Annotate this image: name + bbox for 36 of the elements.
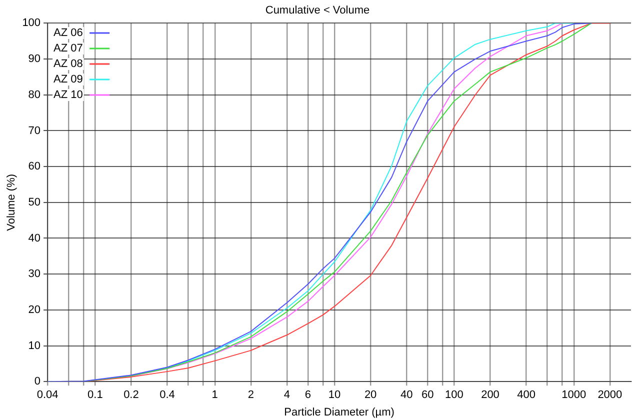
y-tick-label: 0	[34, 376, 41, 388]
y-tick-label: 50	[28, 196, 41, 208]
y-axis-title: Volume (%)	[6, 174, 18, 231]
x-tick-label: 2	[248, 389, 254, 402]
x-tick-label: 400	[517, 389, 536, 402]
legend-label: AZ 07	[54, 42, 83, 54]
x-tick-label: 1	[212, 389, 218, 402]
x-tick-label: 0.04	[36, 389, 58, 402]
x-tick-label: 0.2	[124, 389, 139, 402]
legend-label: AZ 06	[54, 26, 83, 39]
x-tick-label: 1000	[562, 389, 586, 402]
x-tick-label: 40	[400, 389, 413, 402]
x-tick-label: 0.4	[160, 389, 175, 402]
x-tick-label: 4	[284, 389, 290, 402]
legend-label: AZ 09	[54, 73, 83, 86]
x-axis-title: Particle Diameter (µm)	[284, 406, 394, 418]
x-tick-label: 20	[364, 389, 377, 402]
y-tick-label: 80	[28, 88, 41, 101]
y-tick-label: 70	[28, 124, 41, 137]
legend-label: AZ 10	[54, 88, 83, 101]
x-tick-label: 6	[304, 389, 312, 402]
y-tick-label: 40	[28, 232, 41, 244]
y-tick-label: 90	[28, 53, 41, 66]
chart-title: Cumulative < Volume	[265, 4, 370, 17]
y-tick-label: 30	[28, 268, 41, 280]
legend-label: AZ 08	[54, 58, 83, 70]
y-tick-label: 10	[28, 340, 41, 352]
x-tick-label: 2000	[598, 389, 622, 402]
y-tick-label: 60	[28, 160, 41, 173]
x-tick-label: 100	[445, 389, 464, 402]
y-tick-label: 20	[28, 304, 41, 316]
y-tick-label: 100	[22, 17, 41, 30]
x-tick-label: 60	[422, 389, 434, 402]
x-tick-label: 200	[481, 389, 500, 402]
x-tick-label: 0.1	[88, 389, 103, 402]
x-tick-label: 10	[328, 389, 341, 402]
